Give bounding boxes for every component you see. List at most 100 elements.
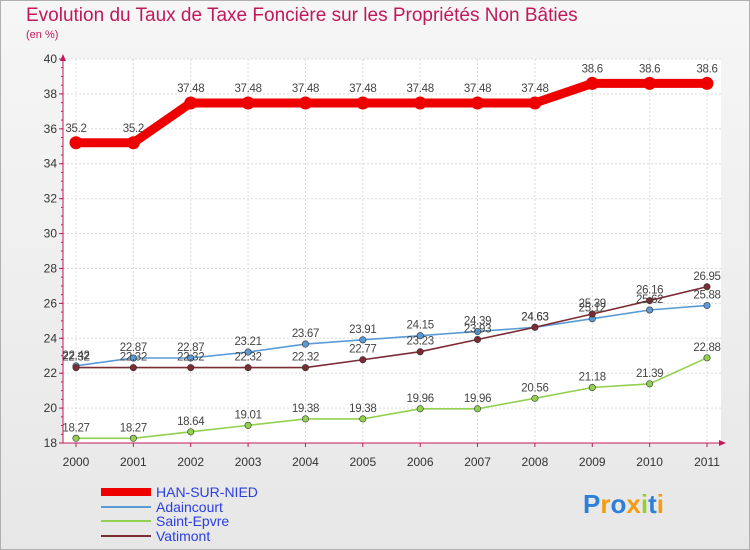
plot-area bbox=[63, 59, 721, 443]
series-line-adaincourt bbox=[75, 304, 708, 367]
data-point bbox=[359, 415, 367, 423]
data-label: 22.42 bbox=[62, 350, 89, 362]
logo-letter: i bbox=[656, 489, 664, 519]
data-point bbox=[646, 297, 654, 305]
data-label: 37.48 bbox=[292, 83, 319, 95]
data-label: 23.21 bbox=[234, 336, 261, 348]
data-point bbox=[241, 96, 255, 110]
data-label: 22.32 bbox=[234, 352, 261, 364]
series-line-han-sur-nied bbox=[71, 78, 712, 148]
x-tick-label: 2001 bbox=[120, 455, 147, 469]
x-tick-label: 2009 bbox=[579, 455, 606, 469]
data-point bbox=[298, 96, 312, 110]
logo-letter: P bbox=[583, 489, 601, 519]
data-point bbox=[244, 348, 252, 356]
data-point bbox=[356, 96, 370, 110]
data-point bbox=[72, 364, 80, 372]
data-point bbox=[643, 76, 657, 90]
data-point bbox=[531, 323, 539, 331]
y-tick-label: 40 bbox=[44, 52, 58, 66]
data-point bbox=[471, 96, 485, 110]
proxiti-logo: Proxiti bbox=[583, 489, 664, 520]
data-label: 21.39 bbox=[636, 368, 663, 380]
data-point bbox=[129, 364, 137, 372]
data-label: 25.62 bbox=[636, 294, 663, 306]
series-line-saint-epvre bbox=[75, 357, 708, 440]
y-tick-label: 18 bbox=[44, 436, 58, 450]
data-label: 21.18 bbox=[579, 371, 606, 383]
data-label: 19.96 bbox=[464, 393, 491, 405]
data-label: 37.48 bbox=[464, 83, 491, 95]
data-label: 23.93 bbox=[464, 323, 491, 335]
data-point bbox=[187, 364, 195, 372]
data-point bbox=[474, 405, 482, 413]
data-label: 18.27 bbox=[62, 422, 89, 434]
data-label: 20.56 bbox=[521, 382, 548, 394]
x-tick-label: 2010 bbox=[636, 455, 663, 469]
y-tick-label: 34 bbox=[44, 157, 58, 171]
data-label: 37.48 bbox=[234, 83, 261, 95]
y-tick-label: 22 bbox=[44, 366, 58, 380]
data-point bbox=[528, 96, 542, 110]
data-label: 22.32 bbox=[292, 352, 319, 364]
data-label: 18.64 bbox=[177, 416, 205, 428]
data-label: 35.2 bbox=[65, 123, 86, 135]
data-label: 38.6 bbox=[582, 63, 603, 75]
x-axis-arrow bbox=[719, 440, 726, 446]
data-label: 37.48 bbox=[521, 83, 548, 95]
legend-label: HAN-SUR-NIED bbox=[156, 484, 258, 500]
x-tick-label: 2008 bbox=[522, 455, 549, 469]
data-label: 22.32 bbox=[62, 352, 89, 364]
data-label: 38.6 bbox=[696, 63, 717, 75]
data-point bbox=[585, 76, 599, 90]
data-label: 26.16 bbox=[636, 285, 663, 297]
data-point bbox=[474, 327, 482, 335]
data-label: 19.38 bbox=[349, 403, 376, 415]
data-point bbox=[416, 348, 424, 356]
y-tick-label: 30 bbox=[44, 227, 58, 241]
y-tick-label: 26 bbox=[44, 296, 58, 310]
legend-swatch bbox=[101, 534, 151, 537]
y-tick-label: 20 bbox=[44, 401, 58, 415]
x-tick-label: 2003 bbox=[235, 455, 262, 469]
data-point bbox=[359, 356, 367, 364]
x-tick-label: 2007 bbox=[464, 455, 491, 469]
legend-swatch bbox=[101, 488, 151, 496]
data-label: 23.23 bbox=[407, 336, 434, 348]
series-line-vatimont bbox=[75, 285, 708, 369]
data-label: 22.32 bbox=[120, 352, 147, 364]
data-point bbox=[588, 383, 596, 391]
data-point bbox=[646, 306, 654, 314]
data-point bbox=[301, 415, 309, 423]
data-point bbox=[187, 354, 195, 362]
data-point bbox=[588, 310, 596, 318]
data-point bbox=[531, 394, 539, 402]
legend-label: Adaincourt bbox=[156, 498, 223, 515]
legend-swatch bbox=[101, 505, 151, 508]
chart-unit-label: (en %) bbox=[26, 29, 59, 41]
y-tick-label: 36 bbox=[44, 122, 58, 136]
data-point bbox=[646, 380, 654, 388]
data-point bbox=[244, 364, 252, 372]
data-label: 19.38 bbox=[292, 403, 319, 415]
data-point bbox=[244, 421, 252, 429]
data-label: 22.87 bbox=[120, 342, 147, 354]
data-label: 22.88 bbox=[693, 342, 720, 354]
data-label: 24.15 bbox=[407, 320, 434, 332]
data-label: 19.96 bbox=[407, 393, 434, 405]
legend-swatch bbox=[101, 520, 151, 522]
data-point bbox=[129, 354, 137, 362]
data-label: 24.63 bbox=[521, 311, 548, 323]
logo-letter: r bbox=[600, 489, 611, 519]
data-label: 25.39 bbox=[579, 298, 606, 310]
y-axis-arrow bbox=[60, 54, 66, 61]
data-label: 18.27 bbox=[120, 422, 147, 434]
x-tick-label: 2011 bbox=[694, 455, 720, 469]
legend-label: Saint-Epvre bbox=[156, 513, 230, 529]
data-label: 37.48 bbox=[177, 83, 204, 95]
y-tick-label: 32 bbox=[44, 192, 58, 206]
data-point bbox=[359, 336, 367, 344]
logo-letter: t bbox=[648, 489, 657, 519]
data-label: 24.39 bbox=[464, 315, 491, 327]
data-point bbox=[301, 340, 309, 348]
